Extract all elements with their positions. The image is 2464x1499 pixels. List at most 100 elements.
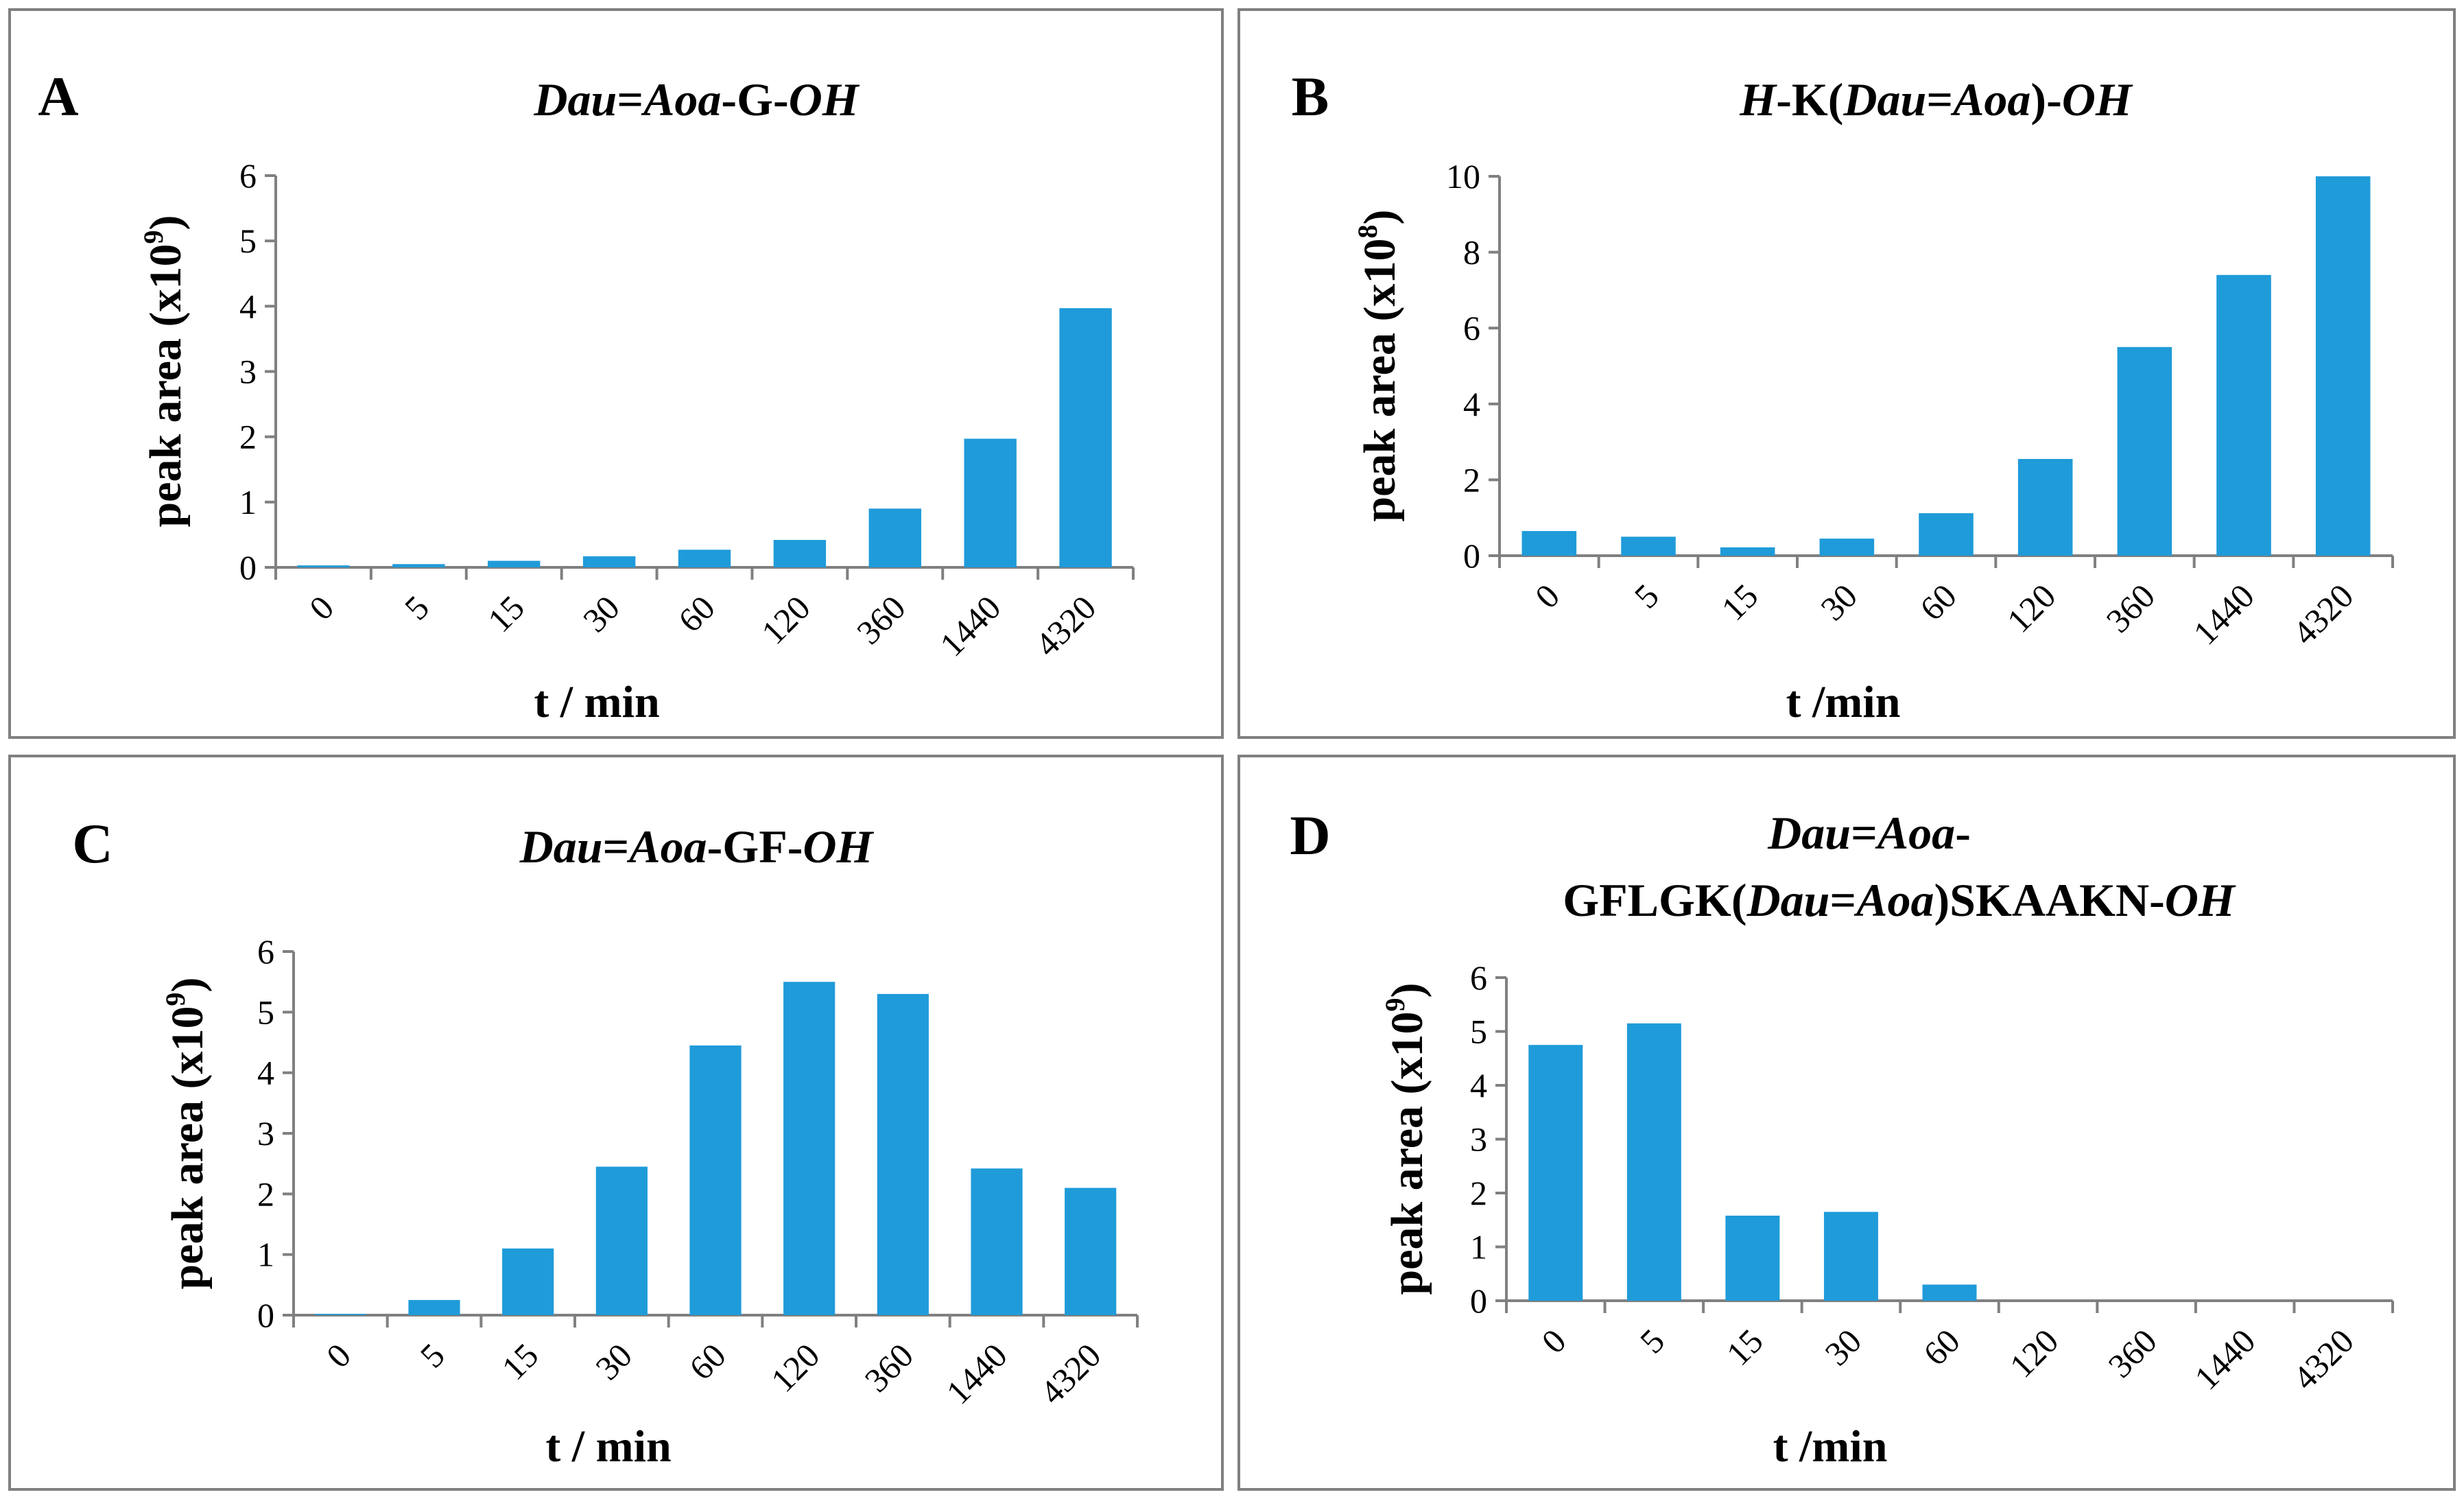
x-tick-label: 5 xyxy=(413,1336,452,1375)
x-tick-label: 1440 xyxy=(2187,1321,2262,1397)
x-tick-label: 30 xyxy=(576,588,627,639)
bar-360 xyxy=(877,993,929,1315)
x-tick-label: 30 xyxy=(588,1336,639,1387)
x-tick-label: 120 xyxy=(754,588,818,652)
x-axis-label: t / min xyxy=(534,677,659,727)
panel-letter: A xyxy=(38,65,78,128)
y-tick-label: 3 xyxy=(257,1114,274,1153)
y-tick-label: 3 xyxy=(1470,1120,1487,1159)
x-tick-label: 360 xyxy=(2098,576,2162,640)
x-tick-label: 4320 xyxy=(2286,1321,2361,1397)
y-axis-label: peak area (x109) xyxy=(160,977,213,1289)
x-tick-label: 360 xyxy=(849,588,913,652)
x-tick-label: 4320 xyxy=(1028,588,1103,663)
bar-60 xyxy=(689,1045,742,1315)
bar-120 xyxy=(773,540,827,567)
bar-360 xyxy=(2117,346,2172,556)
bar-4320 xyxy=(1065,1188,1117,1315)
bar-15 xyxy=(488,560,541,567)
y-tick-label: 0 xyxy=(1463,536,1480,575)
x-tick-label: 120 xyxy=(2000,576,2063,640)
bar-0 xyxy=(1521,531,1577,556)
y-tick-label: 4 xyxy=(239,287,257,325)
bar-60 xyxy=(1922,1284,1977,1301)
y-axis-label: peak area (x109) xyxy=(1379,982,1432,1295)
x-tick-label: 15 xyxy=(1714,576,1765,628)
y-tick-label: 8 xyxy=(1463,233,1480,272)
x-tick-label: 360 xyxy=(857,1336,921,1400)
bar-1440 xyxy=(964,438,1017,567)
x-tick-label: 0 xyxy=(1534,1321,1573,1360)
bar-120 xyxy=(2017,458,2073,556)
x-tick-label: 120 xyxy=(763,1336,827,1400)
x-tick-label: 0 xyxy=(302,588,341,627)
x-tick-label: 5 xyxy=(1633,1321,1672,1360)
bar-1440 xyxy=(2216,274,2271,556)
x-axis-label: t / min xyxy=(545,1421,671,1472)
x-tick-label: 60 xyxy=(1912,576,1964,628)
y-tick-label: 6 xyxy=(1463,309,1480,347)
y-tick-label: 6 xyxy=(239,156,257,195)
y-tick-label: 4 xyxy=(1463,385,1480,423)
bar-4320 xyxy=(1059,308,1112,567)
chart-title: H-K(Dau=Aoa)-OH xyxy=(1739,73,2133,126)
bar-0 xyxy=(1528,1045,1583,1301)
x-tick-label: 360 xyxy=(2100,1321,2164,1385)
panel-letter: D xyxy=(1290,804,1330,866)
chart-title: GFLGK(Dau=Aoa)SKAAKN-OH xyxy=(1563,874,2236,926)
bar-4320 xyxy=(2315,176,2371,556)
panel-letter: B xyxy=(1292,65,1329,128)
bar-5 xyxy=(392,564,445,567)
x-axis-label: t /min xyxy=(1773,1421,1888,1472)
y-tick-label: 1 xyxy=(239,483,257,521)
bar-5 xyxy=(1621,536,1676,556)
x-tick-label: 4320 xyxy=(1032,1336,1108,1411)
y-tick-label: 3 xyxy=(239,353,257,391)
chart-title: Dau=Aoa-GF-OH xyxy=(519,821,875,873)
panel-letter: C xyxy=(72,812,112,875)
x-tick-label: 0 xyxy=(319,1336,358,1375)
x-axis-label: t /min xyxy=(1786,677,1901,727)
x-tick-label: 5 xyxy=(1627,576,1666,615)
y-tick-label: 2 xyxy=(1470,1174,1487,1212)
y-tick-label: 5 xyxy=(1470,1013,1487,1051)
y-axis-label: peak area (x108) xyxy=(1352,209,1405,521)
x-tick-label: 1440 xyxy=(2185,576,2261,652)
y-axis-label: peak area (x109) xyxy=(138,215,191,527)
bar-0 xyxy=(297,565,350,567)
bar-5 xyxy=(1626,1023,1681,1301)
y-tick-label: 6 xyxy=(257,932,274,971)
x-tick-label: 30 xyxy=(1817,1321,1869,1373)
x-tick-label: 120 xyxy=(2002,1321,2066,1385)
y-tick-label: 10 xyxy=(1446,157,1480,196)
bar-30 xyxy=(1819,539,1875,556)
y-tick-label: 1 xyxy=(1470,1228,1487,1266)
bar-30 xyxy=(1823,1212,1878,1301)
x-tick-label: 1440 xyxy=(938,1336,1014,1411)
bar-60 xyxy=(1919,513,1974,556)
panel-a xyxy=(8,8,1224,739)
bar-5 xyxy=(408,1299,460,1315)
y-tick-label: 5 xyxy=(257,993,274,1031)
y-tick-label: 4 xyxy=(1470,1066,1487,1105)
bar-1440 xyxy=(971,1168,1023,1315)
x-tick-label: 15 xyxy=(1719,1321,1770,1373)
x-tick-label: 4320 xyxy=(2285,576,2360,652)
bar-15 xyxy=(1720,547,1775,556)
y-tick-label: 2 xyxy=(239,418,257,456)
x-tick-label: 0 xyxy=(1528,576,1567,615)
x-tick-label: 1440 xyxy=(932,588,1008,663)
y-tick-label: 0 xyxy=(1470,1282,1487,1320)
y-tick-label: 0 xyxy=(239,548,257,587)
y-tick-label: 2 xyxy=(257,1175,274,1213)
bar-30 xyxy=(595,1166,648,1315)
panel-c xyxy=(8,755,1224,1491)
x-tick-label: 60 xyxy=(671,588,722,639)
bar-60 xyxy=(678,550,731,567)
y-tick-label: 0 xyxy=(257,1296,274,1334)
x-tick-label: 30 xyxy=(1813,576,1864,628)
x-tick-label: 5 xyxy=(397,588,436,627)
